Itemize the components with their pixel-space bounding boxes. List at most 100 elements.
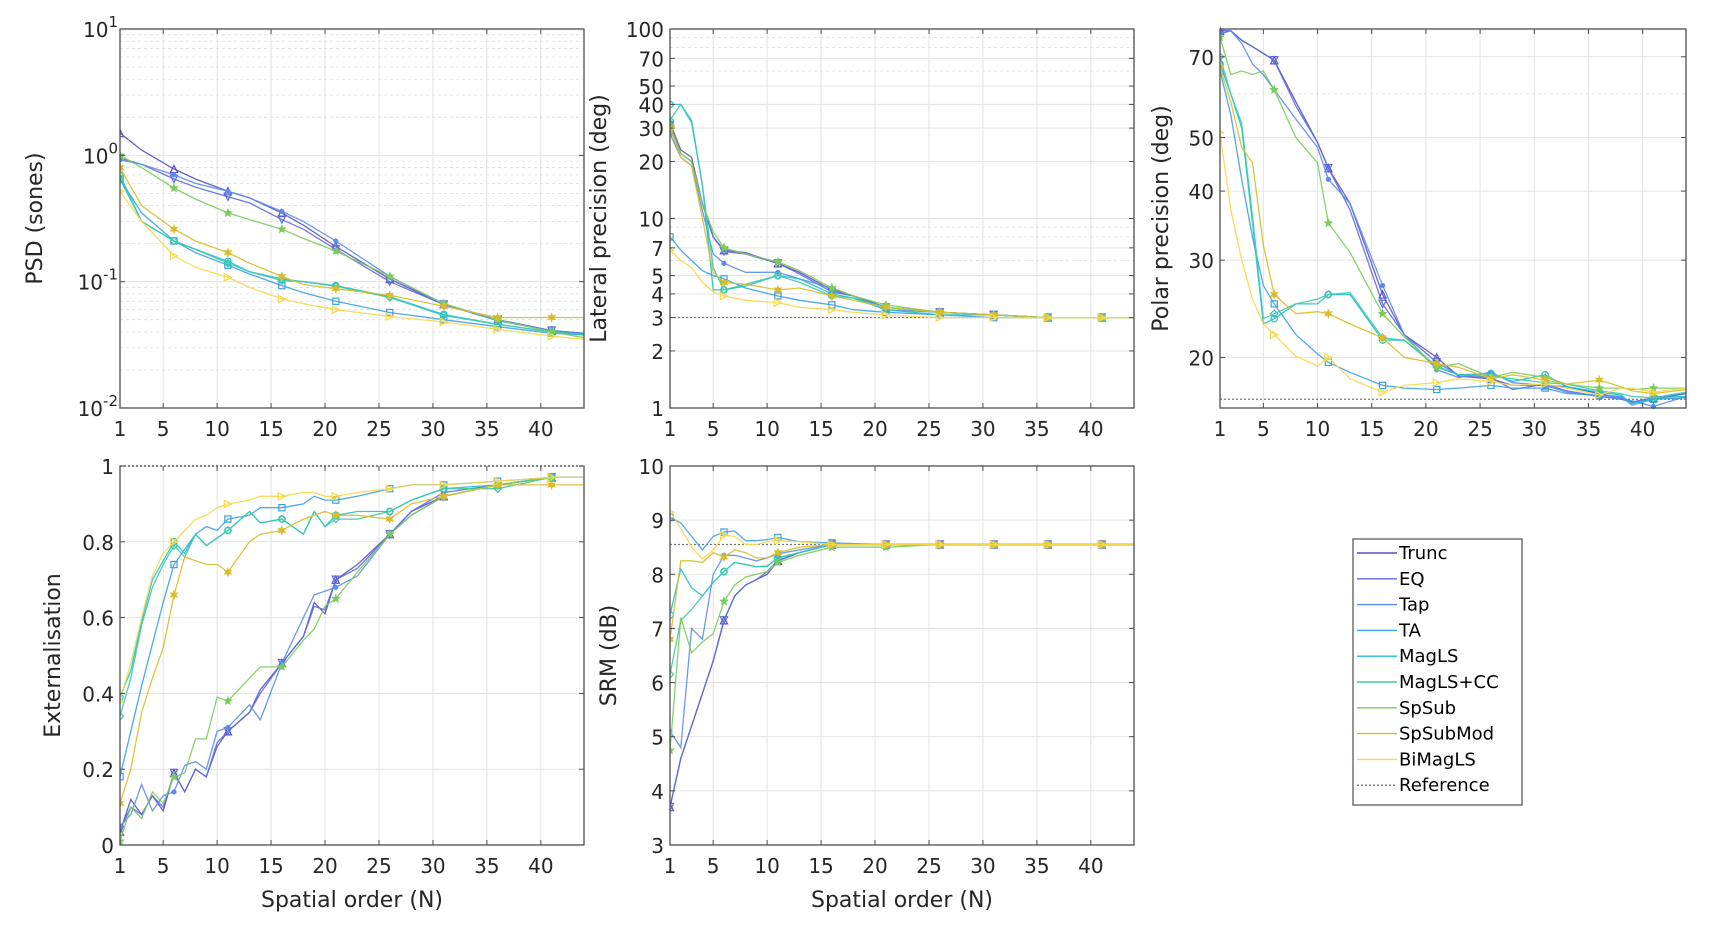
data-point-spsubmod [385, 289, 395, 301]
data-point-trunc [120, 128, 125, 138]
y-tick-label: 50 [1189, 127, 1214, 151]
legend-entry: MagLS [1357, 646, 1458, 667]
data-point-spsub [330, 245, 341, 256]
data-point-spsubmod [547, 312, 557, 323]
y-tick-label: 2 [651, 340, 664, 364]
y-tick-label: 101 [83, 13, 118, 42]
x-tick-label: 40 [1078, 854, 1103, 878]
panel-externalisation: 1 5 10 15 20 25 30 35 4010.80.60.40.20Externalis… [41, 455, 585, 913]
data-point-eq [1269, 56, 1279, 66]
data-point-spsubmod [670, 633, 675, 645]
legend-entry: Trunc [1357, 543, 1447, 564]
series-line-spsubmod [670, 127, 1134, 319]
x-tick-label: 15 [808, 854, 833, 878]
data-point-spsubmod [493, 312, 503, 323]
data-point-spsubmod [120, 162, 125, 173]
grid [1220, 29, 1686, 408]
data-point-spsub [384, 529, 395, 539]
series-line-bimagls [1220, 132, 1686, 396]
y-tick-label: 40 [639, 93, 664, 117]
data-point-bimagls [1378, 387, 1388, 397]
series-line-bimagls [670, 249, 1134, 319]
y-tick-label: 6 [651, 672, 664, 696]
series-line-bimagls [670, 511, 1134, 561]
plot-area [120, 29, 584, 408]
panel-lateral: 1 5 10 15 20 25 30 35 40100705040302010754321Lat… [587, 18, 1135, 441]
data-point-tap [1379, 282, 1386, 289]
x-tick-label: 15 [258, 417, 283, 441]
data-point-spsubmod [719, 277, 729, 288]
x-tick-label: 1 [114, 417, 127, 441]
x-tick-label: 30 [420, 854, 445, 878]
x-tick-label: 40 [1630, 417, 1655, 441]
data-point-bimagls [331, 491, 341, 501]
data-point-magls-cc [719, 285, 729, 295]
data-point-spsubmod [1432, 358, 1442, 369]
data-point-magls-cc [223, 258, 233, 268]
x-tick-label: 30 [420, 417, 445, 441]
data-point-bimagls [385, 311, 395, 322]
legend-label: Reference [1399, 775, 1490, 796]
x-tick-label: 20 [312, 417, 337, 441]
data-point-bimagls [439, 317, 449, 327]
data-point-bimagls [1097, 313, 1107, 323]
data-point-bimagls [881, 310, 891, 320]
minor-grid [120, 34, 584, 371]
y-tick-label: 10 [639, 455, 664, 479]
data-point-magls-cc [1649, 393, 1658, 403]
series-line-tap [120, 159, 584, 334]
legend-entry: Tap [1357, 595, 1429, 616]
x-tick-label: 35 [1024, 854, 1049, 878]
data-point-bimagls [277, 294, 287, 304]
x-axis-label: Spatial order (N) [261, 888, 443, 913]
legend-label: Tap [1398, 595, 1429, 616]
plot-area [120, 466, 584, 845]
y-tick-label: 30 [1189, 249, 1214, 273]
data-point-ta [170, 560, 178, 569]
data-point-eq [1377, 299, 1388, 309]
data-point-spsub [384, 271, 395, 281]
data-point-bimagls [935, 539, 945, 550]
data-point-spsubmod [331, 509, 341, 521]
data-point-tap [171, 172, 177, 178]
y-tick-label: 20 [1189, 346, 1214, 370]
x-tick-label: 40 [528, 417, 553, 441]
x-tick-label: 15 [258, 854, 283, 878]
x-tick-label: 40 [528, 854, 553, 878]
y-axis-label: SRM (dB) [597, 605, 622, 706]
data-point-spsub [222, 695, 233, 706]
data-point-tap [333, 584, 339, 590]
x-tick-label: 20 [1413, 417, 1438, 441]
x-tick-label: 25 [366, 417, 391, 441]
data-point-spsubmod [881, 301, 891, 313]
y-tick-label: 1 [651, 397, 664, 421]
data-point-bimagls [773, 536, 783, 546]
minor-grid [670, 37, 1134, 261]
y-tick-label: 0.4 [82, 682, 114, 706]
legend-entry: SpSubMod [1357, 724, 1494, 745]
grid [120, 465, 584, 846]
series-group [1220, 25, 1686, 410]
y-axis-label: Polar precision (deg) [1149, 105, 1174, 331]
x-tick-label: 30 [970, 854, 995, 878]
data-point-spsubmod [1269, 289, 1279, 300]
data-point-bimagls [827, 539, 837, 550]
x-tick-label: 5 [1257, 417, 1270, 441]
x-tick-label: 1 [1214, 417, 1227, 441]
data-point-ta [1270, 300, 1278, 308]
data-point-magls-cc [670, 115, 675, 125]
data-point-bimagls [385, 484, 395, 494]
x-tick-label: 25 [916, 417, 941, 441]
x-tick-label: 35 [1576, 417, 1601, 441]
series-line-ta [1220, 70, 1686, 406]
data-point-bimagls [1432, 378, 1442, 388]
y-tick-label: 100 [83, 139, 118, 168]
x-tick-label: 5 [707, 854, 720, 878]
x-tick-label: 25 [1467, 417, 1492, 441]
y-tick-label: 40 [1189, 180, 1214, 204]
x-tick-label: 20 [862, 854, 887, 878]
data-point-bimagls [827, 305, 837, 315]
